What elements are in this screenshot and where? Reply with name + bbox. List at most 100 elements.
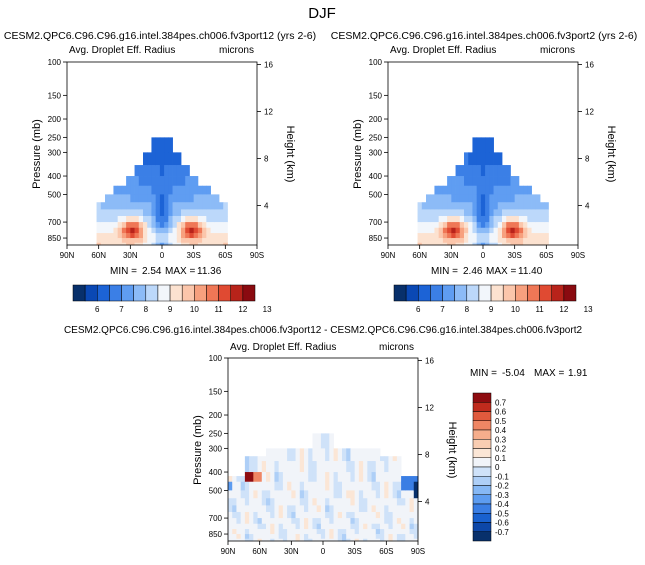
heatmap-cell — [485, 238, 490, 244]
heatmap-cell — [489, 185, 494, 195]
heatmap-cell — [113, 185, 119, 195]
heatmap-cell — [371, 534, 377, 540]
heatmap-cell — [320, 448, 326, 462]
heatmap-cell — [261, 518, 267, 525]
heatmap-cell — [219, 202, 224, 210]
heatmap-cell — [502, 238, 507, 244]
heatmap-cell — [514, 222, 520, 229]
heatmap-cell — [270, 461, 275, 473]
heatmap-cell — [518, 222, 524, 229]
heatmap-cell — [518, 202, 524, 210]
heatmap-cell — [228, 505, 233, 513]
heatmap-cell — [367, 518, 372, 525]
heatmap-cell — [210, 227, 216, 234]
heatmap-cell — [480, 202, 486, 210]
heatmap-cell — [164, 202, 169, 210]
x-tick-label: 90N — [60, 251, 75, 260]
colorbar-label: 13 — [584, 305, 593, 314]
heatmap-cell — [96, 227, 102, 234]
heatmap-cell — [105, 238, 110, 244]
heatmap-cell — [257, 456, 263, 462]
heatmap-cell — [497, 194, 503, 203]
heatmap-cell — [274, 472, 280, 483]
heatmap-cell — [502, 185, 507, 195]
heatmap-cell — [342, 505, 347, 513]
heatmap-cell — [155, 137, 161, 153]
colorbar-label: 0.4 — [495, 426, 507, 435]
heatmap-cell — [514, 215, 520, 223]
heatmap-cell — [117, 185, 123, 195]
heatmap-cell — [287, 523, 292, 530]
heatmap-cell — [266, 472, 271, 483]
heatmap-cell — [176, 176, 182, 187]
heatmap-cell — [455, 194, 461, 203]
heatmap-cell — [109, 242, 114, 246]
heatmap-cell — [126, 222, 131, 229]
heatmap-cell — [181, 185, 186, 195]
heatmap-cell — [316, 498, 322, 506]
heatmap-cell — [261, 529, 267, 535]
heatmap-cell — [151, 222, 157, 229]
heatmap-cell — [409, 529, 415, 535]
heatmap-cell — [168, 238, 173, 244]
heatmap-cell — [459, 202, 465, 210]
heatmap-cell — [333, 481, 339, 491]
heatmap-cell — [401, 534, 406, 540]
heatmap-cell — [417, 222, 423, 229]
heatmap-cell — [143, 222, 148, 229]
heatmap-cell — [442, 215, 448, 223]
heatmap-cell — [535, 233, 541, 239]
heatmap-cell — [451, 194, 456, 203]
heatmap-cell — [371, 538, 377, 542]
heatmap-cell — [480, 176, 486, 187]
heatmap-cell — [405, 529, 410, 535]
heatmap-cell — [384, 472, 389, 483]
heatmap-cell — [506, 227, 511, 234]
heatmap-cell — [96, 215, 102, 223]
heatmap-cell — [219, 215, 224, 223]
heatmap-cell — [438, 238, 444, 244]
heatmap-cell — [333, 498, 339, 506]
heatmap-cell — [485, 222, 490, 229]
heatmap-cell — [409, 518, 415, 525]
heatmap-cell — [489, 215, 494, 223]
heatmap-cell — [333, 529, 339, 535]
colorbar-swatch — [157, 284, 171, 302]
heatmap-cell — [109, 222, 114, 229]
heatmap-cell — [421, 227, 427, 234]
heatmap-cell — [493, 185, 499, 195]
heatmap-cell — [109, 238, 114, 244]
heatmap-cell — [282, 518, 288, 525]
heatmap-cell — [476, 215, 482, 223]
heatmap-cell — [476, 227, 482, 234]
heatmap-cell — [172, 209, 178, 217]
heatmap-cell — [147, 202, 152, 210]
heatmap-cell — [485, 209, 490, 217]
colorbar-label: -0.3 — [495, 491, 509, 500]
heatmap-cell — [384, 534, 389, 540]
y-tick-label: 850 — [209, 530, 223, 539]
heatmap-cell — [176, 165, 182, 177]
heatmap-cell — [105, 209, 110, 217]
heatmap-cell — [278, 505, 284, 513]
heatmap-cell — [371, 490, 377, 499]
heatmap-cell — [485, 202, 490, 210]
heatmap-cell — [291, 505, 296, 513]
heatmap-cell — [232, 538, 237, 542]
heatmap-cell — [401, 481, 406, 491]
heatmap-cell — [485, 137, 490, 153]
heatmap-cell — [304, 461, 309, 473]
heatmap-cell — [172, 152, 178, 166]
heatmap-cell — [325, 461, 330, 473]
heatmap-cell — [329, 529, 334, 535]
heatmap-cell — [143, 194, 148, 203]
heatmap-cell — [493, 227, 499, 234]
heatmap-cell — [151, 185, 157, 195]
heatmap-cell — [304, 523, 309, 530]
heatmap-cell — [295, 472, 301, 483]
heatmap-cell — [228, 476, 233, 483]
colorbar-label: 7 — [440, 305, 445, 314]
heatmap-cell — [329, 505, 334, 513]
heatmap-cell — [240, 476, 246, 483]
heatmap-cell — [278, 523, 284, 530]
